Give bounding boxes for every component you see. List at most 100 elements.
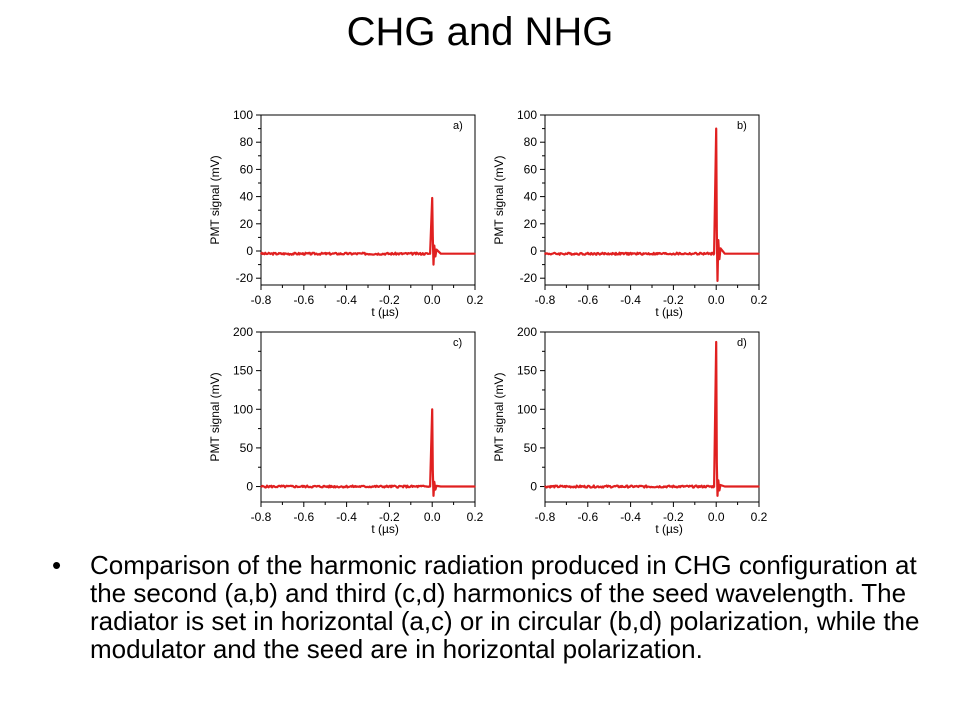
y-tick-label: 200 (233, 325, 253, 339)
data-point (629, 485, 632, 488)
data-point (452, 485, 455, 488)
data-point (544, 252, 546, 255)
y-tick-label: 100 (233, 108, 253, 122)
y-axis-label: PMT signal (mV) (208, 155, 222, 244)
data-point (719, 484, 722, 486)
y-tick-label: 0 (246, 480, 253, 494)
data-point (432, 263, 435, 266)
panel-label: b) (737, 120, 747, 132)
data-point (435, 248, 438, 251)
y-tick-label: 0 (530, 480, 537, 494)
data-point (433, 244, 436, 247)
x-axis-label: t (µs) (655, 305, 683, 319)
y-axis-label: PMT signal (mV) (208, 372, 222, 461)
y-tick-label: -20 (520, 271, 538, 285)
data-point (716, 462, 718, 465)
x-tick-label: -0.8 (535, 293, 556, 307)
data-point (715, 341, 717, 343)
y-tick-label: 50 (524, 441, 538, 455)
y-tick-label: 0 (530, 244, 537, 258)
data-point (432, 236, 434, 239)
series-line (544, 340, 759, 497)
data-point (718, 489, 721, 492)
data-point (629, 252, 632, 255)
x-tick-label: -0.2 (379, 510, 400, 524)
y-tick-label: 80 (524, 135, 538, 149)
panel-label: c) (453, 337, 462, 349)
x-axis-label: t (µs) (371, 305, 399, 319)
series-line (260, 408, 475, 497)
data-point (587, 252, 589, 255)
data-point (431, 197, 433, 199)
data-point (260, 485, 262, 488)
plot-frame (260, 331, 476, 503)
x-tick-label: 0.2 (751, 293, 768, 307)
x-axis-label: t (µs) (371, 522, 399, 536)
x-tick-label: 0.2 (751, 510, 768, 524)
x-tick-label: -0.2 (379, 293, 400, 307)
data-point (719, 247, 722, 250)
data-point (716, 495, 719, 497)
data-point (672, 485, 675, 488)
x-tick-label: 0.0 (424, 510, 441, 524)
x-tick-label: -0.6 (293, 510, 314, 524)
data-point (431, 408, 433, 411)
x-tick-label: -0.6 (577, 293, 598, 307)
data-point (587, 485, 589, 488)
data-point (544, 485, 546, 488)
data-point (388, 252, 391, 255)
x-tick-label: -0.8 (251, 510, 272, 524)
data-point (704, 252, 707, 255)
y-tick-label: 0 (246, 244, 253, 258)
data-point (474, 485, 476, 488)
series-line (260, 196, 475, 266)
y-tick-label: 100 (233, 402, 253, 416)
x-tick-label: -0.4 (336, 293, 357, 307)
plot-frame (544, 114, 760, 286)
y-tick-label: 100 (517, 402, 537, 416)
chart-panel-3: 0 50 100 150 200 -0.8 -0.6 -0.4 -0.2 0.0 0.2 t (µs)… (208, 325, 484, 536)
y-tick-label: 40 (240, 190, 254, 204)
data-point (345, 252, 348, 255)
x-tick-label: -0.2 (663, 510, 684, 524)
y-axis-label: PMT signal (mV) (492, 155, 506, 244)
chart-panel-2: -20 0 20 40 60 80 100 -0.8 -0.6 -0.4 -0.2 0.0 0.2 t (… (492, 108, 768, 319)
data-point (474, 252, 476, 255)
data-point (713, 252, 715, 255)
data-point (717, 479, 720, 482)
data-point (758, 252, 760, 255)
data-point (718, 258, 721, 260)
data-point (303, 252, 305, 255)
data-point (439, 252, 442, 255)
x-tick-label: -0.2 (663, 293, 684, 307)
data-point (429, 485, 431, 488)
y-tick-label: 40 (524, 190, 538, 204)
data-point (260, 252, 262, 255)
bullet-dot: • (52, 550, 62, 580)
data-point (736, 485, 739, 488)
y-tick-label: 150 (517, 364, 537, 378)
data-point (716, 229, 718, 232)
data-point (736, 252, 739, 255)
x-tick-label: 0.2 (467, 510, 484, 524)
y-tick-label: 60 (524, 162, 538, 176)
data-point (432, 495, 435, 497)
data-point (420, 485, 423, 488)
data-point (704, 485, 707, 488)
data-point (434, 488, 437, 491)
data-point (434, 255, 437, 258)
data-point (388, 485, 391, 488)
x-tick-label: 0.0 (708, 510, 725, 524)
x-tick-label: 0.0 (708, 293, 725, 307)
data-point (439, 485, 442, 488)
data-point (713, 485, 715, 488)
x-tick-label: -0.4 (620, 510, 641, 524)
y-tick-label: 150 (233, 364, 253, 378)
chart-panel-4: 0 50 100 150 200 -0.8 -0.6 -0.4 -0.2 0.0 0.2 t (µs)… (492, 325, 768, 536)
y-tick-label: 50 (240, 441, 254, 455)
panel-label: d) (737, 337, 747, 349)
plot-frame (544, 331, 760, 503)
y-tick-label: -20 (236, 271, 254, 285)
x-tick-label: 0.0 (424, 293, 441, 307)
series-line (544, 127, 759, 282)
